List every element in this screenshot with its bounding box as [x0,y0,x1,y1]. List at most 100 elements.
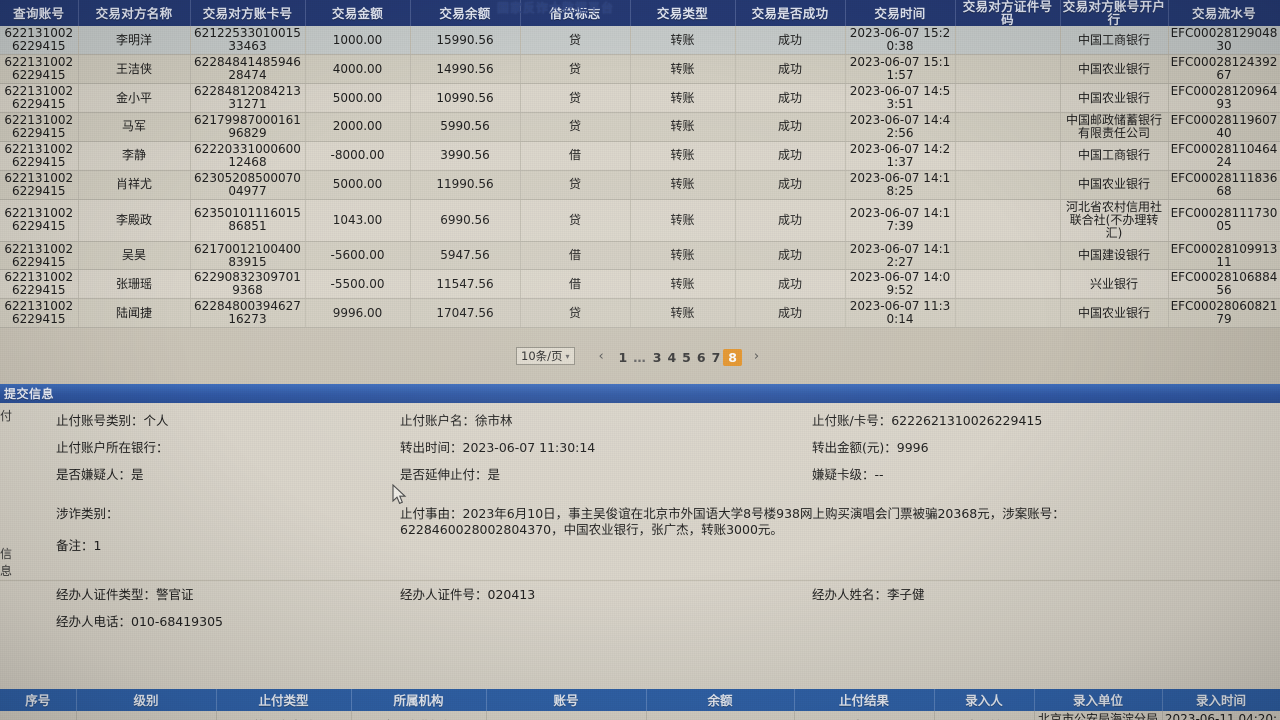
cell-counterparty-name: 王洁侠 [78,54,191,85]
cell-balance: 14990.56 [410,54,521,85]
bcol-time[interactable]: 录入时间 [1162,688,1280,711]
chevron-down-icon: ▾ [565,351,570,361]
transactions-table-wrap: 国家反诈大数据平台 查询账号 交易对方名称 交易对方账卡号 交易金额 交易余额 … [0,0,1280,329]
cell-success: 成功 [735,241,846,271]
page-size-label: 10条/页 [521,349,563,364]
table-row[interactable]: 6221310026229415 李静 6222033100060012468 -80… [0,141,1280,171]
cell-counterparty-name: 李静 [78,141,191,171]
page-number-5[interactable]: 5 [682,349,691,365]
col-success[interactable]: 交易是否成功 [735,0,846,27]
cell-trade-time: 2023-06-07 14:09:52 [845,269,956,300]
col-amount[interactable]: 交易金额 [305,0,411,27]
table-row[interactable]: 6221310026229415 陆闻捷 6228480039462716273 99… [0,298,1280,329]
col-query-account[interactable]: 查询账号 [0,0,79,27]
table-row[interactable]: 6221310026229415 金小平 6228481208421331271 50… [0,83,1280,113]
table-row[interactable]: 6221310026229415 马军 6217998700016196829 200… [0,112,1280,142]
next-page-button[interactable]: › [753,348,760,364]
bcol-account[interactable]: 账号 [486,688,647,711]
table-row[interactable]: 6221310026229415 李殿政 6235010111601586851 10… [0,199,1280,242]
page-number-7[interactable]: 7 [711,349,721,365]
cell-trade-time: 2023-06-07 15:11:57 [845,54,956,85]
table-row[interactable]: 6221310026229415 王洁侠 6228484148594628474 40… [0,54,1280,85]
cell-counterparty-name: 张珊瑶 [78,269,191,300]
rail-label-info[interactable]: 信息 [0,547,13,578]
cell-serial: EFC0002806082179 [1168,298,1280,329]
table-row[interactable]: 6221310026229415 张珊瑶 622908323097019368 -55… [0,269,1280,300]
cell-amount: -5600.00 [305,241,411,271]
bcol-unit[interactable]: 录入单位 [1034,688,1163,711]
col-counterparty-id[interactable]: 交易对方证件号码 [955,0,1061,26]
cell-serial: EFC0002811960740 [1168,112,1280,142]
cell-balance: 5990.56 [410,112,521,142]
bcol-balance[interactable]: 余额 [646,688,795,711]
col-trade-type[interactable]: 交易类型 [630,0,736,27]
col-counterparty-bank[interactable]: 交易对方账号开户行 [1060,0,1169,26]
prev-page-button[interactable]: ‹ [598,348,604,364]
bcol-index[interactable]: 序号 [0,688,77,711]
cell-dc-flag: 贷 [520,298,631,329]
cell-counterparty-bank: 中国农业银行 [1060,170,1169,200]
stop-payment-body: 1一级第三方止付中国农业银行6228460028002804370 失败李子健北京… [0,710,1280,720]
form-row-2: 止付账户所在银行： 转出时间：2023-06-07 11:30:14 转出金额(… [0,440,1280,467]
cell-query-account: 6221310026229415 [0,298,79,329]
cell-dc-flag: 贷 [520,54,631,85]
cell-dc-flag: 贷 [520,26,631,56]
cell-amount: 5000.00 [305,170,411,200]
bcol-result[interactable]: 止付结果 [794,688,935,711]
cell-dc-flag: 贷 [520,112,631,142]
field-operator-cert-no: 经办人证件号：020413 [400,586,536,602]
cell-dc-flag: 贷 [520,199,631,242]
cell-amount: 1000.00 [305,26,411,56]
cell-counterparty-name: 金小平 [78,83,191,113]
table-row[interactable]: 6221310026229415 李明洋 6212253301001533463 10… [0,26,1280,56]
cell-query-account: 6221310026229415 [0,141,79,171]
field-transfer-amount: 转出金额(元)：9996 [812,440,929,456]
cell-serial: EFC0002811183668 [1168,170,1280,200]
cell-counterparty-bank: 中国建设银行 [1060,241,1169,271]
cell-trade-type: 转账 [630,241,736,271]
col-trade-time[interactable]: 交易时间 [845,0,956,27]
table-row[interactable]: 6221310026229415 吴昊 6217001210040083915 -56… [0,241,1280,271]
cell-counterparty-bank: 河北省农村信用社联合社(不办理转汇) [1060,199,1169,242]
cell-serial: EFC0002812904830 [1168,26,1280,56]
table-row[interactable]: 6221310026229415 肖祥尤 6230520850007004977 50… [0,170,1280,200]
cell-counterparty-id [955,26,1061,56]
col-balance[interactable]: 交易余额 [410,0,521,27]
cell-success: 成功 [735,199,846,242]
bcol-org[interactable]: 所属机构 [351,688,487,711]
cell-counterparty-id [955,141,1061,171]
cell-counterparty-card: 6230520850007004977 [190,170,306,200]
table-row[interactable]: 1一级第三方止付中国农业银行6228460028002804370 失败李子健北京… [0,710,1280,720]
col-counterparty-name[interactable]: 交易对方名称 [78,0,191,27]
cell-trade-type: 转账 [630,298,736,329]
field-account-name: 止付账户名：徐市林 [400,413,513,429]
cell-trade-time: 2023-06-07 14:42:56 [845,112,956,142]
rail-label-stop[interactable]: 付 [0,409,13,423]
bcol-stop-type[interactable]: 止付类型 [216,688,352,711]
cell-counterparty-name: 肖祥尤 [78,170,191,200]
bcol-operator[interactable]: 录入人 [934,688,1035,711]
cell-serial: EFC0002810991311 [1168,241,1280,271]
form-divider [0,579,1280,581]
cell-query-account: 6221310026229415 [0,269,79,300]
cell-counterparty-card: 6235010111601586851 [190,199,306,242]
cell-counterparty-name: 马军 [78,112,191,142]
col-counterparty-card[interactable]: 交易对方账卡号 [190,0,306,27]
page-number-6[interactable]: 6 [696,349,706,365]
page-number-1[interactable]: 1 [618,349,628,365]
cell-balance: 11547.56 [410,269,521,300]
col-dc-flag[interactable]: 借贷标志 [520,0,631,27]
bcol-level[interactable]: 级别 [76,688,217,711]
page-number-4[interactable]: 4 [667,349,677,365]
page-number-3[interactable]: 3 [652,349,662,365]
page-number-8[interactable]: 8 [723,348,742,366]
cell-serial: EFC0002811173005 [1168,199,1280,242]
page-size-select[interactable]: 10条/页 ▾ [516,347,575,366]
field-is-extended: 是否延伸止付：是 [400,467,501,483]
submit-info-form: 止付账号类别：个人 止付账户名：徐市林 止付账/卡号：6222621310026… [0,403,1280,689]
submit-info-header: 提交信息 [0,384,1280,404]
cell-query-account: 6221310026229415 [0,83,79,113]
cell-amount: 9996.00 [305,298,411,329]
col-serial[interactable]: 交易流水号 [1168,0,1280,27]
cell-amount: -5500.00 [305,269,411,300]
